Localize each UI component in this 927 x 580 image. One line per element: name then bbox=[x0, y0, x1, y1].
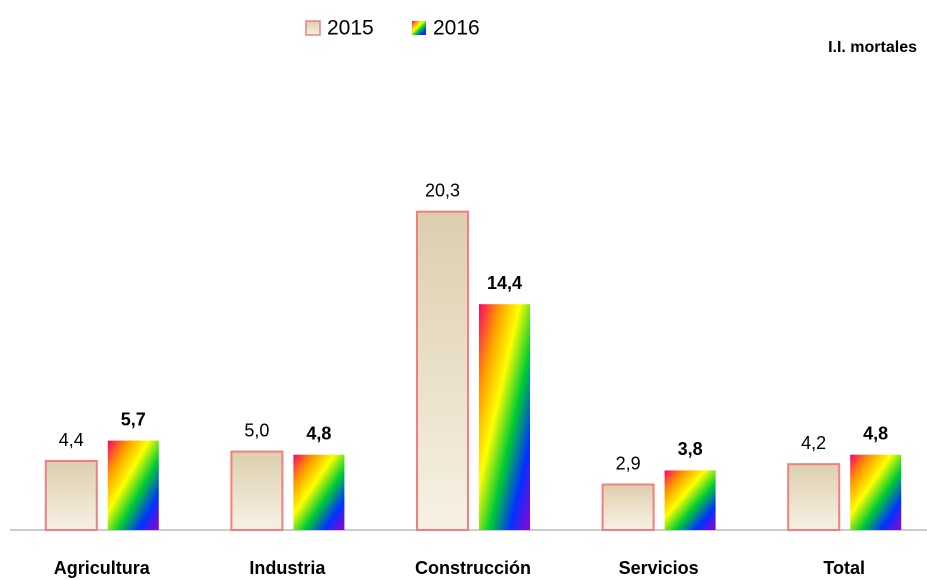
bar bbox=[664, 470, 716, 530]
value-label: 2,9 bbox=[616, 453, 641, 473]
x-tick-label: Construcción bbox=[415, 558, 531, 578]
legend-swatch bbox=[412, 21, 426, 35]
bar bbox=[787, 463, 841, 532]
legend-swatch bbox=[305, 20, 321, 36]
bar bbox=[479, 304, 530, 530]
legend-label: 2016 bbox=[433, 17, 480, 40]
value-label: 4,4 bbox=[59, 430, 84, 450]
value-label: 3,8 bbox=[678, 439, 703, 459]
bar bbox=[850, 454, 902, 530]
x-tick-label: Servicios bbox=[619, 558, 699, 578]
bar bbox=[601, 483, 655, 532]
value-label: 20,3 bbox=[425, 180, 460, 200]
bar bbox=[293, 454, 345, 530]
value-label: 4,8 bbox=[863, 423, 888, 443]
bar bbox=[107, 440, 159, 530]
x-tick-label: Industria bbox=[249, 558, 326, 578]
annotation: I.I. mortales bbox=[828, 39, 917, 56]
value-label: 5,0 bbox=[244, 420, 269, 440]
x-tick-label: Agricultura bbox=[54, 558, 151, 578]
legend-label: 2015 bbox=[327, 17, 374, 40]
bar bbox=[416, 210, 469, 531]
bar bbox=[230, 450, 284, 532]
bar bbox=[44, 460, 98, 531]
value-label: 4,2 bbox=[801, 433, 826, 453]
value-label: 14,4 bbox=[487, 273, 522, 293]
x-tick-label: Total bbox=[823, 558, 865, 578]
value-label: 5,7 bbox=[121, 409, 146, 429]
value-label: 4,8 bbox=[306, 423, 331, 443]
